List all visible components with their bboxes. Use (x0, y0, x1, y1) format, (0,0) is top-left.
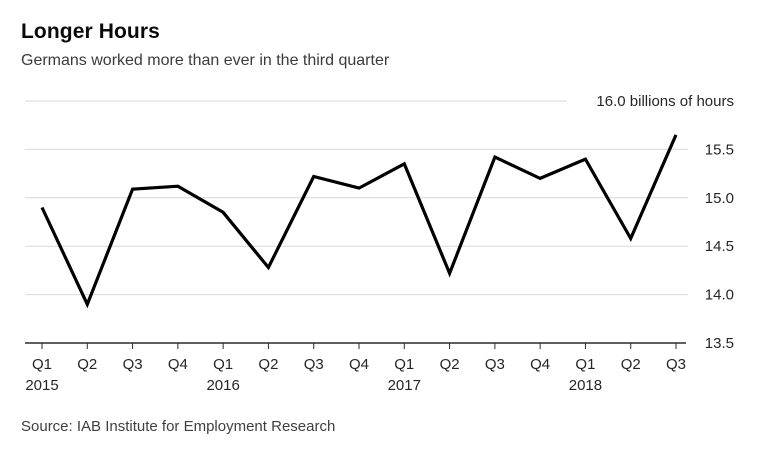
source-note: Source: IAB Institute for Employment Res… (21, 418, 336, 435)
data-line (40, 134, 678, 309)
y-tick-label: 14.0 (705, 287, 734, 304)
y-tick-label: 15.5 (705, 141, 734, 158)
x-tick-label: Q4 (349, 356, 369, 373)
year-label: 2017 (388, 377, 421, 394)
x-tick-label: Q3 (485, 356, 505, 373)
x-tick-label: Q1 (32, 356, 52, 373)
x-tick-label: Q2 (440, 356, 460, 373)
y-tick-label: 14.5 (705, 238, 734, 255)
year-label: 2016 (206, 377, 239, 394)
x-tick-label: Q2 (258, 356, 278, 373)
y-tick-label: 16.0 billions of hours (596, 93, 734, 110)
x-tick-label: Q1 (213, 356, 233, 373)
x-tick-label: Q3 (123, 356, 143, 373)
x-tick-label: Q1 (575, 356, 595, 373)
chart-title: Longer Hours (21, 20, 160, 43)
x-tick-label: Q3 (666, 356, 686, 373)
year-label: 2015 (25, 377, 58, 394)
year-label: 2018 (569, 377, 602, 394)
y-tick-label: 13.5 (705, 335, 734, 352)
x-tick-label: Q3 (304, 356, 324, 373)
x-tick-label: Q1 (394, 356, 414, 373)
x-tick-label: Q4 (530, 356, 550, 373)
chart-subtitle: Germans worked more than ever in the thi… (21, 52, 390, 69)
x-tick-label: Q2 (621, 356, 641, 373)
x-tick-label: Q2 (77, 356, 97, 373)
y-tick-label: 15.0 (705, 190, 734, 207)
x-tick-label: Q4 (168, 356, 188, 373)
